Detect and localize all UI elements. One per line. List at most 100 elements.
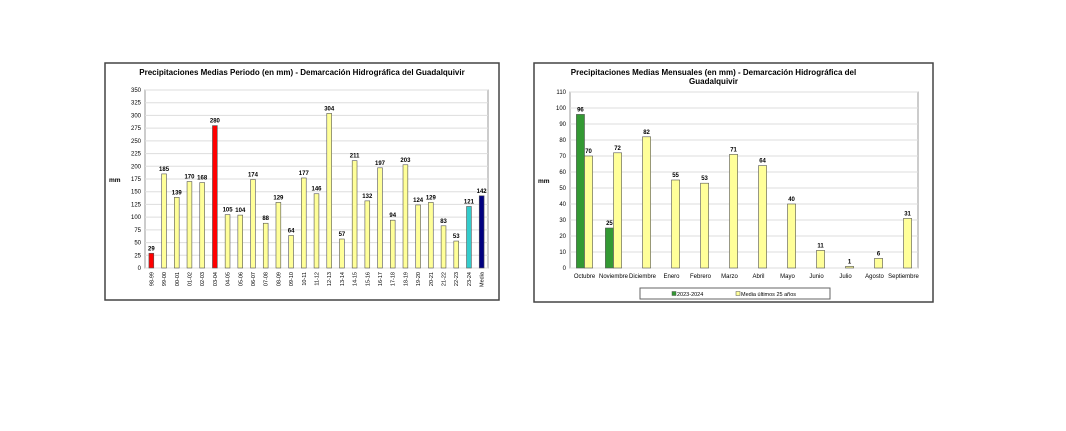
x-tick-label: Agosto [865, 274, 884, 280]
bar [237, 214, 243, 269]
bar [174, 197, 180, 269]
y-axis-label: mm [538, 178, 550, 185]
y-tick-label: 150 [131, 190, 142, 196]
y-tick-label: 300 [131, 113, 142, 119]
y-tick-label: 350 [131, 88, 142, 94]
data-label: 124 [413, 198, 424, 204]
x-tick-label: Abril [752, 274, 764, 280]
data-label: 304 [324, 106, 335, 112]
y-tick-label: 0 [563, 266, 567, 272]
y-tick-label: 10 [559, 250, 566, 256]
legend: 2023-2024 Media últimos 25 años [639, 287, 831, 300]
data-label: 40 [788, 197, 795, 203]
x-tick-label: Marzo [721, 274, 738, 280]
legend-swatch [671, 291, 677, 296]
chart-title: Precipitaciones Medias Periodo (en mm) -… [139, 68, 464, 77]
x-tick-label: 16-17 [378, 272, 384, 286]
data-label: 170 [184, 175, 195, 181]
bar [428, 202, 434, 269]
data-label: 197 [375, 161, 386, 167]
bar [874, 258, 883, 269]
x-tick-label: 09-10 [289, 272, 295, 286]
data-label: 55 [672, 173, 679, 179]
data-label: 31 [904, 211, 911, 217]
legend-label: 2023-2024 [677, 292, 703, 298]
data-label: 168 [197, 176, 208, 182]
x-tick-label: Septiembre [888, 274, 919, 280]
x-tick-label: 03-04 [213, 272, 219, 286]
bar [313, 193, 320, 269]
data-label: 1 [848, 259, 852, 265]
x-tick-label: Febrero [690, 274, 712, 280]
data-label: 121 [464, 199, 475, 205]
x-tick-label: 11-12 [315, 272, 321, 286]
x-tick-label: 15-16 [365, 272, 371, 286]
bar [671, 179, 680, 269]
x-tick-label: 22-23 [454, 272, 460, 286]
bar [440, 225, 447, 269]
bar [224, 214, 231, 269]
y-axis-label: mm [109, 177, 121, 184]
x-tick-label: Octubre [574, 274, 596, 280]
y-tick-label: 30 [559, 218, 566, 224]
bar [250, 179, 256, 269]
y-tick-label: 50 [134, 241, 141, 247]
y-tick-label: 125 [131, 202, 142, 208]
bar [275, 202, 282, 269]
x-tick-label: 20-21 [429, 272, 435, 286]
y-tick-label: 225 [131, 152, 142, 158]
x-tick-label: Junio [809, 274, 824, 280]
y-tick-label: 275 [131, 126, 142, 132]
y-tick-label: 110 [556, 90, 566, 96]
bar [402, 164, 409, 269]
x-tick-label: Noviembre [599, 274, 629, 280]
bar [576, 114, 585, 269]
data-label: 105 [223, 208, 234, 214]
bar [186, 181, 193, 269]
x-tick-label: 99-00 [162, 272, 168, 286]
x-tick-label: 98-99 [149, 272, 155, 286]
bar [212, 125, 218, 269]
bar [301, 177, 307, 269]
y-tick-label: 0 [138, 266, 142, 272]
bar [326, 113, 332, 269]
y-tick-label: 75 [134, 228, 141, 234]
data-label: 203 [400, 158, 411, 164]
bar [845, 266, 854, 269]
bar [478, 195, 485, 269]
data-label: 185 [159, 167, 170, 173]
bar [339, 238, 345, 269]
y-tick-label: 40 [559, 202, 566, 208]
x-tick-label: 12-13 [327, 272, 333, 286]
data-label: 64 [759, 159, 766, 165]
data-label: 132 [362, 194, 373, 200]
data-label: 96 [577, 107, 584, 113]
y-tick-label: 80 [559, 138, 566, 144]
bar [584, 155, 593, 269]
x-tick-label: 17-18 [391, 272, 397, 286]
chart-title: Guadalquivir [689, 77, 738, 86]
bar [758, 165, 767, 269]
bar [903, 218, 912, 269]
chart-1: Precipitaciones Medias Mensuales (en mm)… [533, 62, 934, 303]
data-label: 104 [235, 208, 246, 214]
y-tick-label: 60 [559, 170, 566, 176]
bar [613, 152, 622, 269]
y-tick-label: 100 [556, 106, 567, 112]
data-label: 70 [585, 149, 592, 155]
bar [262, 222, 269, 269]
y-tick-label: 325 [131, 101, 142, 107]
y-tick-label: 175 [131, 177, 142, 183]
x-tick-label: 08-09 [276, 272, 282, 286]
data-label: 174 [248, 173, 259, 179]
bar [390, 219, 396, 269]
x-tick-label: 23-24 [467, 272, 473, 286]
data-label: 88 [262, 216, 269, 222]
data-label: 25 [606, 221, 613, 227]
x-tick-label: Enero [663, 274, 680, 280]
bar [377, 167, 383, 269]
y-tick-label: 90 [559, 122, 566, 128]
bar [161, 173, 167, 269]
x-tick-label: 13-14 [340, 272, 346, 286]
